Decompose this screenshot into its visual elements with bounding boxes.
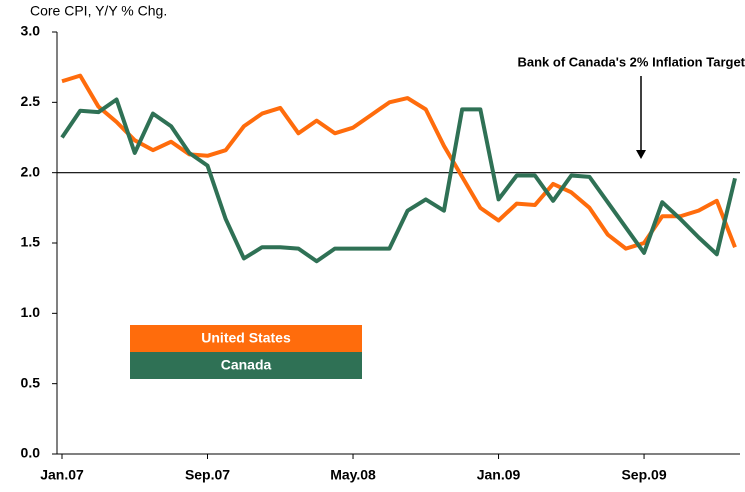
legend-swatch (130, 325, 362, 352)
x-tick-label: Jan.07 (40, 467, 84, 483)
legend-label: United States (201, 330, 291, 346)
legend-label: Canada (221, 357, 272, 373)
y-tick-label: 1.5 (21, 234, 41, 250)
x-tick-label: Jan.09 (477, 467, 521, 483)
x-tick-label: Sep.07 (185, 467, 230, 483)
annotation: Bank of Canada's 2% Inflation Target (518, 54, 745, 69)
y-tick-label: 0.0 (21, 445, 41, 461)
y-tick-label: 2.5 (21, 93, 41, 109)
y-tick-label: 2.0 (21, 163, 41, 179)
series-line (60, 97, 737, 264)
y-tick-label: 0.5 (21, 374, 41, 390)
legend-swatch (130, 352, 362, 379)
y-tick-label: 1.0 (21, 304, 41, 320)
arrow-head (636, 150, 646, 159)
y-tick-label: 3.0 (21, 23, 41, 39)
x-tick-label: May.08 (330, 467, 376, 483)
y-axis-label: Core CPI, Y/Y % Chg. (30, 3, 167, 19)
series-line (61, 73, 737, 251)
x-tick-label: Sep.09 (621, 467, 666, 483)
